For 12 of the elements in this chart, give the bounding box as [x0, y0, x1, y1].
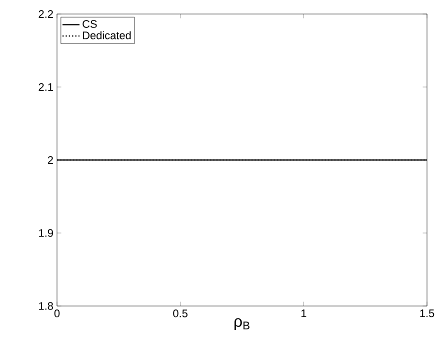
- y-tick-label: 1.9: [39, 229, 53, 237]
- y-tick-label: 1.8: [39, 302, 53, 310]
- x-tick-label: 0: [54, 310, 60, 318]
- x-tick-label: 0.5: [173, 310, 188, 318]
- x-axis-title: ρ$_{B}$: [234, 318, 250, 330]
- y-tick-label: 2.1: [38, 83, 53, 91]
- legend-label: Dedicated: [82, 31, 131, 40]
- y-tick-label: 2.2: [38, 10, 53, 18]
- x-tick-label: 1: [301, 310, 306, 318]
- y-tick-label: 2: [48, 156, 53, 164]
- x-tick-label: 1.5: [420, 310, 434, 318]
- legend-label: CS: [82, 20, 97, 28]
